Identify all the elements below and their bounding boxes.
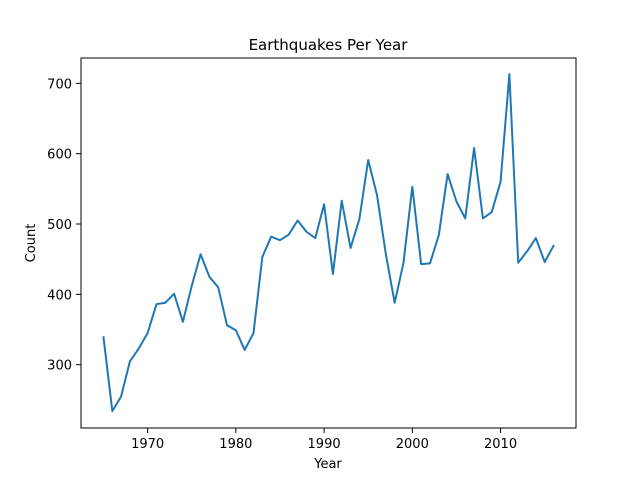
x-tick-label: 2000	[396, 437, 429, 452]
x-axis-label: Year	[313, 457, 342, 472]
x-tick-label: 1990	[308, 437, 341, 452]
y-tick-label: 600	[47, 148, 72, 163]
chart-title: Earthquakes Per Year	[249, 36, 409, 54]
y-tick-label: 400	[47, 288, 72, 303]
plot-frame	[80, 57, 577, 429]
x-tick-label: 2010	[484, 437, 517, 452]
y-tick-label: 300	[47, 359, 72, 374]
series-line	[102, 73, 555, 413]
y-axis-label: Count	[24, 224, 39, 263]
y-tick-label: 500	[47, 218, 72, 233]
y-tick-label: 700	[47, 77, 72, 92]
x-tick-label: 1980	[219, 437, 252, 452]
series-layer	[102, 73, 555, 413]
x-tick-label: 1970	[131, 437, 164, 452]
axis-ticks: 1970 1980 1990 2000 2010 300 400 500 600 700	[47, 77, 517, 452]
